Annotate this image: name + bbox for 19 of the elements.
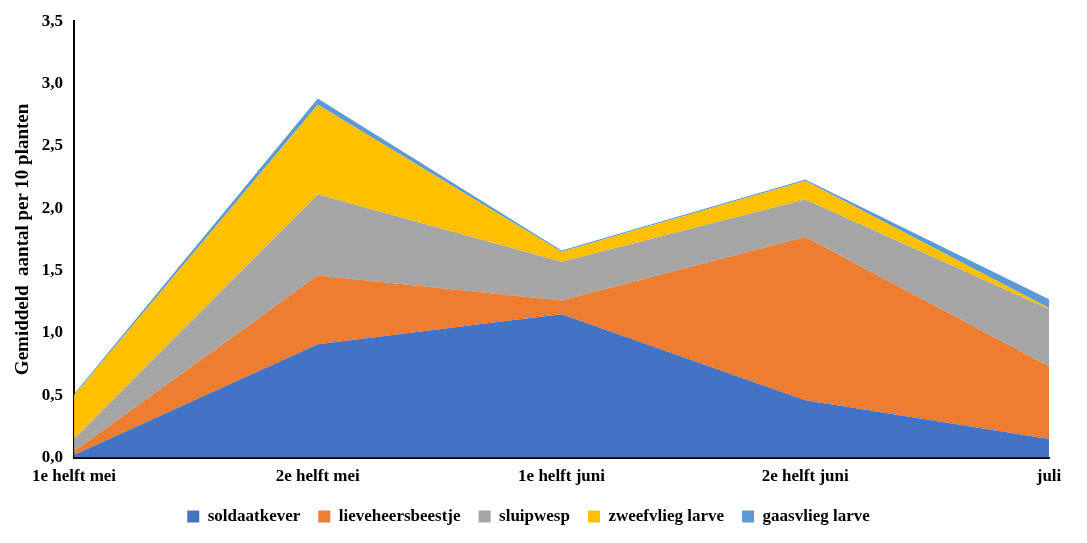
y-axis-title: Gemiddeld aantal per 10 planten xyxy=(11,103,33,376)
y-tick-label: 1,0 xyxy=(41,322,64,342)
legend-label: sluipwesp xyxy=(499,505,570,525)
y-tick-label: 2,5 xyxy=(41,135,64,155)
legend-label: lieveheersbeestje xyxy=(338,505,462,525)
x-tick-label: 1e helft mei xyxy=(32,466,117,486)
x-tick-label: 2e helft juni xyxy=(761,466,849,486)
legend-label: soldaatkever xyxy=(207,505,301,525)
y-tick-label: 0,5 xyxy=(41,384,64,404)
x-tick-label: 2e helft mei xyxy=(275,466,361,486)
x-tick-label: 1e helft juni xyxy=(518,466,606,486)
y-tick-label: 0,0 xyxy=(41,446,64,466)
x-tick-label: juli xyxy=(1035,466,1062,486)
legend-label: zweefvlieg larve xyxy=(608,505,725,525)
y-tick-label: 2,0 xyxy=(41,197,64,217)
y-tick-label: 3,0 xyxy=(41,72,64,92)
y-tick-label: 1,5 xyxy=(41,259,64,279)
legend-label: gaasvlieg larve xyxy=(762,505,871,525)
y-tick-label: 3,5 xyxy=(41,10,64,30)
